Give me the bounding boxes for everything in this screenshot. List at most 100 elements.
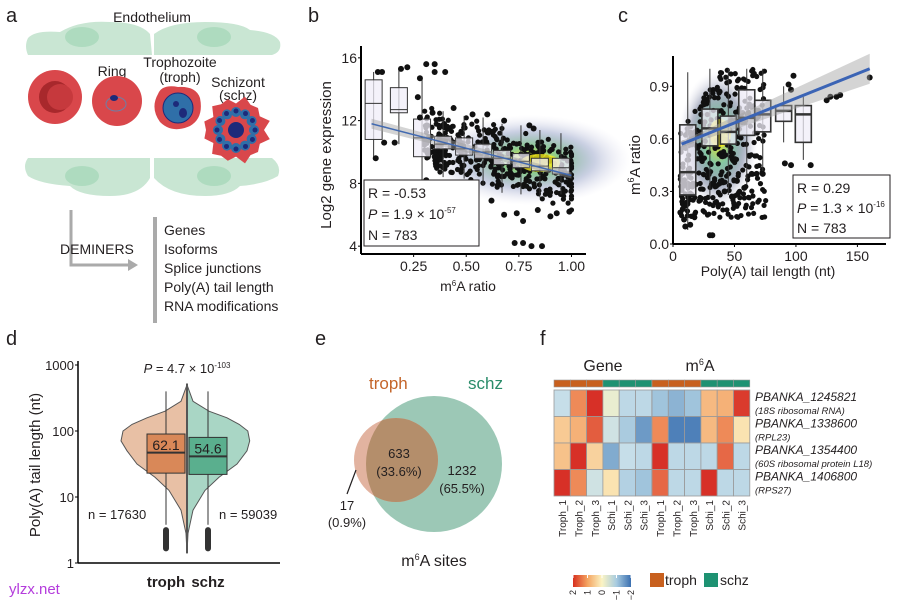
heatmap	[553, 379, 751, 497]
venn-count-troph: 17	[340, 498, 354, 513]
merozoite-nucleus	[233, 146, 239, 152]
data-point	[756, 162, 762, 169]
data-point	[563, 179, 569, 185]
y-tick-label: 12	[341, 113, 357, 129]
data-point	[550, 200, 556, 206]
merozoite-nucleus	[243, 111, 248, 117]
heatmap-cell	[635, 416, 653, 444]
colorbar-tick-label: 1	[583, 590, 593, 595]
data-point	[444, 123, 450, 129]
y-tick-label: 0.0	[650, 236, 670, 252]
column-annotation-troph	[684, 379, 702, 388]
outlier-point	[513, 210, 520, 217]
heatmap-cell	[684, 469, 702, 497]
data-point	[718, 108, 724, 114]
data-point	[704, 175, 711, 181]
x-tick-label: 50	[727, 248, 743, 264]
trend-line	[371, 123, 572, 177]
data-point	[494, 137, 500, 143]
outlier-point	[423, 61, 430, 68]
data-point	[718, 70, 725, 76]
data-point	[476, 128, 482, 134]
panel-label-a: a	[6, 5, 18, 27]
heatmap-cell	[569, 389, 587, 417]
stage-sublabel-troph: (troph)	[159, 69, 200, 85]
outlier-point	[404, 64, 411, 71]
heatmap-cell	[700, 469, 718, 497]
endothelium-top	[26, 21, 281, 55]
venn-title: m6A sites	[401, 552, 466, 570]
row-label-description: (RPS27)	[755, 486, 791, 497]
outlier-point	[687, 221, 694, 228]
data-point	[720, 207, 726, 213]
data-point	[531, 181, 537, 187]
data-point	[703, 166, 709, 173]
data-point	[706, 211, 712, 217]
colorbar-tick-label: 2	[568, 590, 578, 595]
box	[551, 157, 570, 175]
stat-n-c: N = 783	[797, 220, 847, 236]
data-point	[422, 108, 428, 114]
outlier-point	[450, 105, 457, 112]
outlier-point	[484, 111, 491, 118]
data-point	[536, 182, 542, 188]
data-point	[488, 164, 494, 170]
data-point	[534, 176, 540, 182]
x-tick-label: 1.00	[558, 258, 585, 274]
row-label-gene-id: PBANKA_1406800	[755, 470, 857, 484]
rbc-ring	[92, 76, 142, 126]
data-point	[736, 200, 742, 207]
x-axis-label-b: m6A ratio	[440, 278, 496, 294]
data-point	[444, 162, 450, 168]
data-point	[568, 175, 575, 181]
column-annotation-schz	[716, 379, 734, 388]
heatmap-column-labels: Troph_1 Troph_2 Troph_3 Schi_1 Schi_2 Schi_3 T…	[558, 500, 749, 537]
row-label-gene-id: PBANKA_1245821	[755, 390, 857, 404]
data-point	[740, 167, 746, 173]
heatmap-cell	[586, 442, 604, 470]
merozoite-nucleus	[217, 118, 223, 123]
column-label: Schi_2	[721, 500, 732, 531]
x-tick-label: 150	[846, 248, 870, 264]
data-point	[718, 76, 724, 82]
data-point	[728, 71, 734, 77]
heatmap-cell	[700, 389, 718, 417]
column-annotation-schz	[700, 379, 718, 388]
row-label-gene-id: PBANKA_1354400	[755, 443, 857, 457]
outlier-point	[528, 243, 535, 250]
column-annotation-schz	[602, 379, 620, 388]
outlier-point	[753, 170, 760, 177]
heatmap-row-labels: PBANKA_1245821(18S ribosomal RNA)PBANKA_…	[755, 390, 872, 497]
data-point	[696, 170, 702, 176]
data-point	[705, 149, 712, 155]
heatmap-cell	[716, 469, 734, 497]
outlier-cluster	[205, 527, 211, 552]
heatmap-cell	[602, 416, 620, 444]
y-tick-label: 100	[52, 424, 74, 439]
data-point	[506, 142, 513, 149]
data-point	[424, 114, 430, 120]
data-point	[702, 199, 709, 206]
data-point	[454, 166, 461, 173]
x-tick-label: 0	[669, 248, 677, 264]
data-point	[736, 76, 742, 82]
y-tick-label: 0.9	[650, 78, 670, 94]
data-point	[547, 148, 553, 154]
merozoite-nucleus	[243, 143, 248, 149]
data-point	[442, 130, 448, 136]
rbc-uninfected	[28, 70, 82, 124]
venn-label-schz: schz	[468, 374, 503, 393]
heatmap-cell	[618, 469, 636, 497]
panel-e: e troph schz 633 (33.6%) 1232 (65.5%) 17…	[315, 328, 503, 570]
data-point	[728, 214, 734, 220]
data-point	[498, 182, 505, 188]
column-label: Schi_1	[607, 500, 618, 531]
data-point	[437, 110, 443, 116]
outlier-point	[681, 216, 688, 223]
data-point	[551, 143, 557, 149]
data-point	[763, 198, 769, 204]
legend-label-troph: troph	[665, 572, 697, 588]
data-point	[711, 210, 717, 216]
data-point	[429, 105, 435, 112]
column-label: Schi_3	[738, 500, 749, 531]
